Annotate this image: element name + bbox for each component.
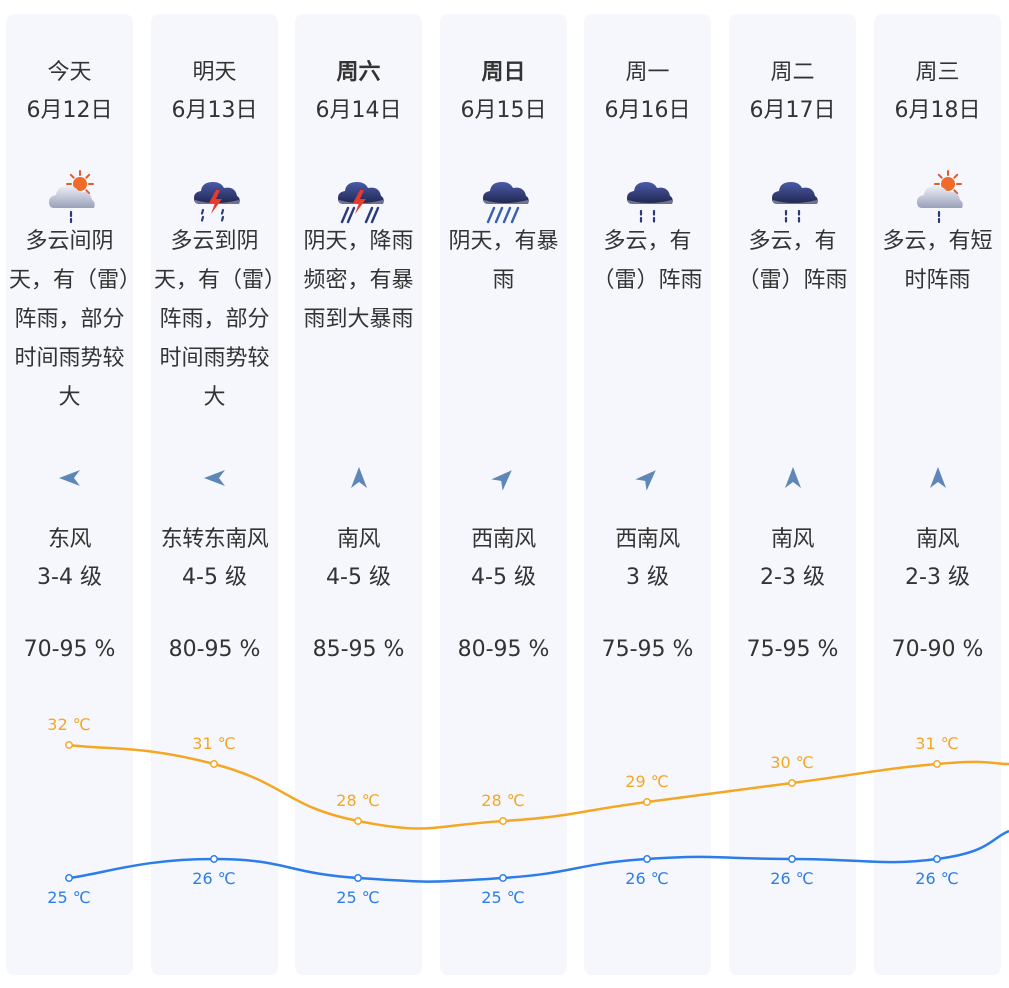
wind-arrow-icon — [204, 470, 225, 486]
low-temp-label: 25 ℃ — [336, 888, 379, 907]
low-temp-point — [788, 855, 796, 863]
forecast-day-2: 明天 6月13日 多云到阴天，有（雷）阵雨，部分时间雨势较大 东转东南风 4-5… — [151, 14, 278, 975]
wind-direction: 西南风 — [615, 527, 680, 552]
high-temp-point — [933, 760, 941, 768]
high-temp-point — [210, 760, 218, 768]
wind-direction: 东转东南风 — [160, 527, 269, 552]
weather-description: 多云，有（雷）阵雨 — [592, 229, 703, 293]
wind-arrow-icon — [785, 467, 801, 488]
date-label: 6月12日 — [26, 98, 113, 123]
humidity: 70-95 % — [23, 637, 116, 662]
high-temp-label: 29 ℃ — [625, 772, 668, 791]
weather-description: 多云，有（雷）阵雨 — [737, 229, 848, 293]
day-label: 周一 — [625, 60, 670, 85]
cloud-rain-icon — [772, 182, 818, 223]
weather-description: 多云到阴天，有（雷）阵雨，部分时间雨势较大 — [153, 229, 275, 410]
weather-description: 阴天，有暴雨 — [448, 229, 559, 293]
high-temp-label: 28 ℃ — [481, 791, 524, 810]
low-temp-line — [68, 829, 1009, 883]
partly-cloudy-rain-icon — [49, 170, 95, 224]
weather-description: 多云，有短时阵雨 — [882, 229, 993, 293]
forecast-day-3: 周六 6月14日 阴天，降雨频密，有暴雨到大暴雨 南风 4-5 级 85-95 … — [295, 14, 422, 975]
wind-arrow-icon — [351, 467, 367, 488]
low-temp-label: 26 ℃ — [192, 869, 235, 888]
day-label: 周三 — [915, 60, 960, 85]
forecast-day-7: 周三 6月18日 多云，有短时阵雨 南风 2-3 级 70-90 % — [874, 14, 1001, 975]
high-temp-label: 28 ℃ — [336, 791, 379, 810]
low-temp-label: 26 ℃ — [770, 869, 813, 888]
day-label: 周六 — [336, 60, 381, 85]
day-label: 明天 — [192, 60, 237, 85]
forecast-day-4: 周日 6月15日 阴天，有暴雨 西南风 4-5 级 80-95 % — [440, 14, 567, 975]
heavy-thunderstorm-icon — [338, 182, 384, 224]
humidity: 70-90 % — [891, 637, 984, 662]
wind-direction: 西南风 — [471, 527, 536, 552]
wind-level: 3-4 级 — [37, 565, 102, 590]
wind-level: 2-3 级 — [905, 565, 970, 590]
high-temp-point — [643, 798, 651, 806]
day-label: 周日 — [481, 60, 526, 85]
high-temp-label: 30 ℃ — [770, 753, 813, 772]
wind-arrow-icon — [635, 470, 656, 491]
low-temp-label: 26 ℃ — [915, 869, 958, 888]
wind-level: 3 级 — [626, 565, 669, 590]
wind-level: 4-5 级 — [182, 565, 247, 590]
date-label: 6月17日 — [749, 98, 836, 123]
wind-direction: 南风 — [770, 527, 815, 552]
high-temp-point — [788, 779, 796, 787]
wind-arrow-icon — [930, 467, 946, 488]
wind-level: 2-3 级 — [760, 565, 825, 590]
humidity: 85-95 % — [312, 637, 405, 662]
high-temp-label: 32 ℃ — [47, 715, 90, 734]
day-label: 今天 — [47, 60, 92, 85]
wind-arrow-icon — [491, 470, 512, 491]
humidity: 80-95 % — [457, 637, 550, 662]
forecast-day-5: 周一 6月16日 多云，有（雷）阵雨 西南风 3 级 75-95 % — [584, 14, 711, 975]
low-temp-label: 26 ℃ — [625, 869, 668, 888]
thunderstorm-icon — [194, 182, 240, 222]
low-temp-point — [210, 855, 218, 863]
humidity: 75-95 % — [601, 637, 694, 662]
low-temp-label: 25 ℃ — [481, 888, 524, 907]
wind-direction: 南风 — [336, 527, 381, 552]
weather-description: 多云间阴天，有（雷）阵雨，部分时间雨势较大 — [8, 229, 130, 410]
day-label: 周二 — [770, 60, 815, 85]
date-label: 6月16日 — [604, 98, 691, 123]
wind-arrow-icon — [59, 470, 80, 486]
humidity: 80-95 % — [168, 637, 261, 662]
low-temp-point — [65, 874, 73, 882]
partly-cloudy-rain-icon — [917, 170, 963, 224]
low-temp-point — [933, 855, 941, 863]
high-temp-point — [499, 817, 507, 825]
high-temp-point — [354, 817, 362, 825]
cloud-rain-icon — [627, 182, 673, 223]
humidity: 75-95 % — [746, 637, 839, 662]
wind-direction: 南风 — [915, 527, 960, 552]
forecast-day-6: 周二 6月17日 多云，有（雷）阵雨 南风 2-3 级 75-95 % — [729, 14, 856, 975]
low-temp-point — [354, 874, 362, 882]
forecast-day-1: 今天 6月12日 多云间阴天，有（雷）阵雨，部分时间雨势较大 东风 3-4 级 … — [6, 14, 133, 975]
heavy-rain-icon — [483, 182, 529, 224]
date-label: 6月14日 — [315, 98, 402, 123]
high-temp-line — [68, 743, 1009, 830]
date-label: 6月15日 — [460, 98, 547, 123]
wind-level: 4-5 级 — [326, 565, 391, 590]
wind-direction: 东风 — [47, 527, 92, 552]
low-temp-point — [499, 874, 507, 882]
low-temp-label: 25 ℃ — [47, 888, 90, 907]
high-temp-point — [65, 741, 73, 749]
high-temp-label: 31 ℃ — [192, 734, 235, 753]
weather-description: 阴天，降雨频密，有暴雨到大暴雨 — [303, 229, 414, 332]
date-label: 6月18日 — [894, 98, 981, 123]
date-label: 6月13日 — [171, 98, 258, 123]
wind-level: 4-5 级 — [471, 565, 536, 590]
low-temp-point — [643, 855, 651, 863]
high-temp-label: 31 ℃ — [915, 734, 958, 753]
